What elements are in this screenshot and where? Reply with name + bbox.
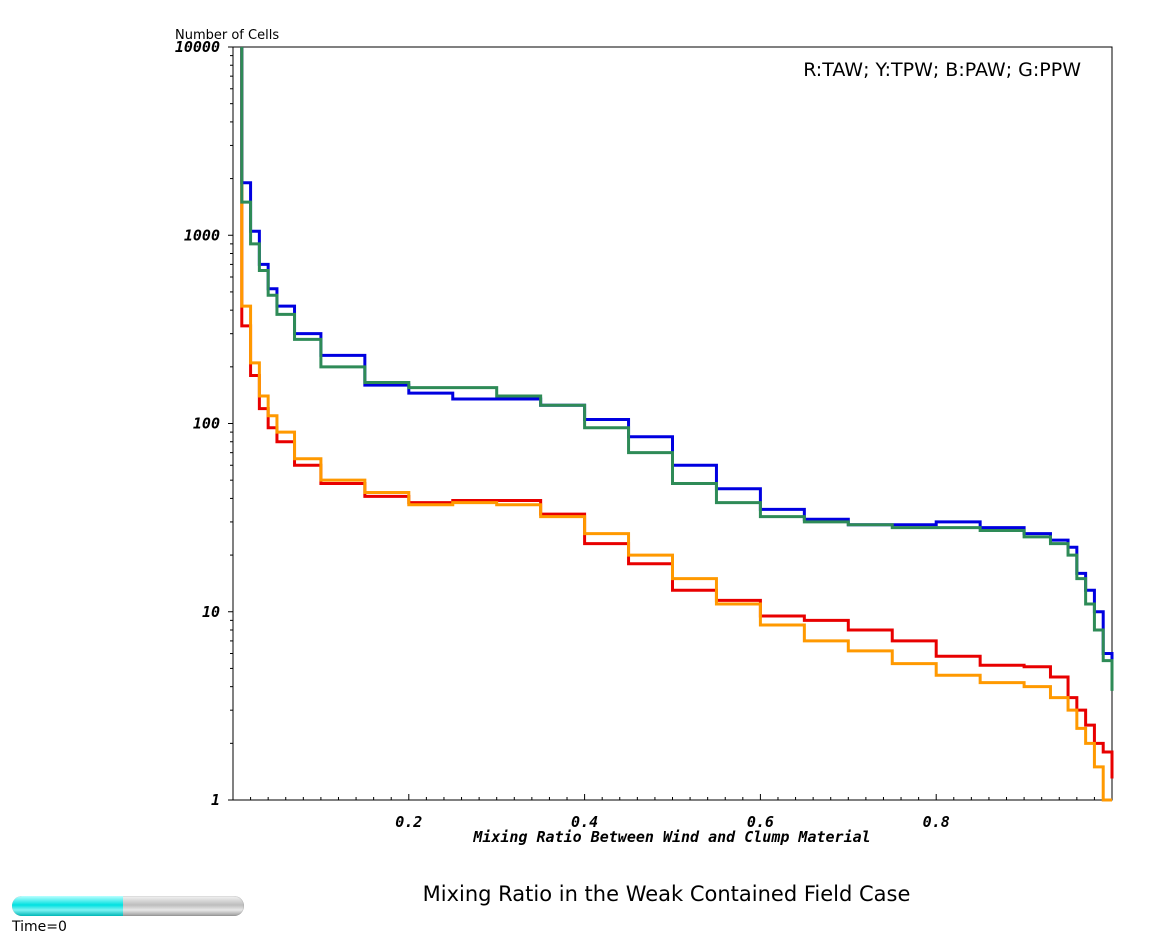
x-tick-label: 0.2 <box>395 813 422 831</box>
y-tick-label: 100 <box>193 415 220 433</box>
time-slider-fill <box>12 896 124 916</box>
x-tick-label: 0.4 <box>571 813 598 831</box>
y-axis: 1 10 100 1000 10000 <box>175 38 233 809</box>
x-tick-label: 0.8 <box>923 813 950 831</box>
y-tick-label: 10 <box>202 603 220 621</box>
series-line-1 <box>240 47 1114 779</box>
chart-title: Mixing Ratio in the Weak Contained Field… <box>422 882 911 906</box>
series-group <box>240 47 1114 802</box>
legend: R:TAW; Y:TPW; B:PAW; G:PPW <box>803 59 1081 81</box>
x-axis-label: Mixing Ratio Between Wind and Clump Mate… <box>472 828 870 846</box>
y-axis-label: Number of Cells <box>175 28 279 43</box>
time-slider[interactable] <box>12 896 244 916</box>
series-line-2 <box>240 47 1112 802</box>
plot-frame <box>232 46 1113 801</box>
y-tick-label: 10000 <box>175 38 220 56</box>
y-tick-label: 1000 <box>184 226 220 244</box>
series-line-4 <box>240 47 1114 691</box>
x-tick-label: 0.6 <box>747 813 774 831</box>
x-axis: 0.2 0.4 0.6 0.8 <box>250 794 1095 831</box>
series-line-3 <box>240 47 1114 669</box>
y-tick-label: 1 <box>211 791 220 809</box>
time-label: Time=0 <box>12 919 67 935</box>
